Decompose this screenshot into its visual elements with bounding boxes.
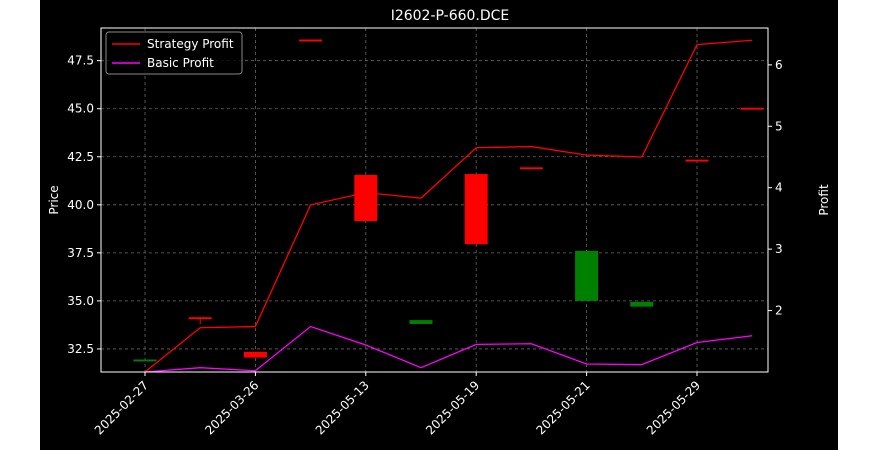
chart-svg: I2602-P-660.DCE 32.5 35.0 37.5 40.0 42.5 45.0…: [47, 8, 831, 437]
series-line: [144, 325, 753, 373]
candle: [464, 174, 488, 245]
x-tick-label: 2025-05-29: [644, 378, 703, 437]
y-axis-right: 2 3 4 5 6: [768, 58, 783, 318]
candle: [409, 320, 433, 324]
x-axis: 2025-02-27 2025-03-26 2025-05-13 2025-05-19…: [92, 372, 703, 437]
y-right-tick-label: 6: [775, 58, 783, 72]
candle: [740, 107, 764, 110]
legend-label: Basic Profit: [147, 56, 214, 70]
candle: [575, 250, 599, 301]
y-left-tick-label: 42.5: [67, 150, 94, 164]
x-tick-label: 2025-02-27: [92, 378, 151, 437]
y-right-tick-label: 5: [775, 119, 783, 133]
series-line: [144, 39, 753, 373]
y-axis-right-label: Profit: [817, 184, 831, 216]
x-tick-label: 2025-05-13: [313, 378, 372, 437]
legend-label: Strategy Profit: [147, 37, 234, 51]
y-axis-left-label: Price: [47, 185, 61, 214]
plot-frame: [100, 27, 769, 373]
chart-figure: I2602-P-660.DCE 32.5 35.0 37.5 40.0 42.5 45.0…: [40, 0, 838, 450]
y-right-tick-label: 2: [775, 304, 783, 318]
y-axis-left: 32.5 35.0 37.5 40.0 42.5 45.0 47.5: [67, 54, 101, 356]
chart-title: I2602-P-660.DCE: [391, 8, 510, 24]
candles: [133, 39, 764, 362]
legend: Strategy Profit Basic Profit: [105, 31, 243, 75]
y-left-tick-label: 40.0: [67, 198, 94, 212]
y-right-tick-label: 3: [775, 242, 783, 256]
candle: [243, 351, 267, 358]
y-left-tick-label: 47.5: [67, 54, 94, 68]
y-left-tick-label: 35.0: [67, 294, 94, 308]
y-right-tick-label: 4: [775, 181, 783, 195]
candle: [354, 175, 378, 222]
x-tick-label: 2025-05-21: [534, 378, 593, 437]
y-left-tick-label: 32.5: [67, 342, 94, 356]
y-left-tick-label: 37.5: [67, 246, 94, 260]
grid-lines: [101, 28, 768, 372]
candle: [133, 359, 157, 362]
candle: [519, 167, 543, 170]
x-tick-label: 2025-03-26: [202, 378, 261, 437]
candle: [630, 301, 654, 307]
candle: [299, 39, 323, 42]
y-left-tick-label: 45.0: [67, 102, 94, 116]
x-tick-label: 2025-05-19: [423, 378, 482, 437]
candle: [685, 159, 709, 162]
profit-lines: [144, 39, 753, 373]
